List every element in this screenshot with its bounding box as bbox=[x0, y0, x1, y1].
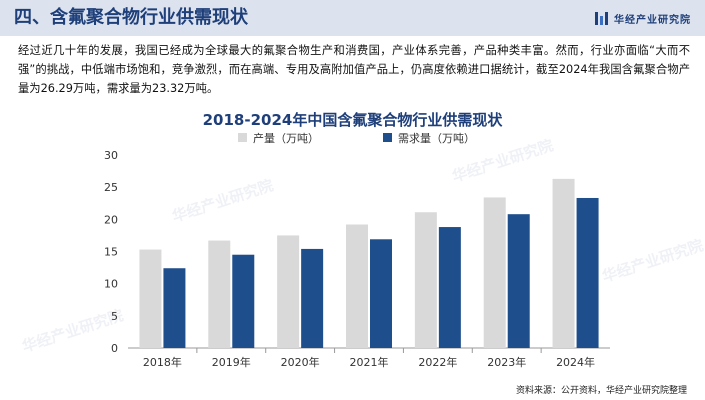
legend-swatch bbox=[238, 133, 247, 142]
bar-production bbox=[139, 249, 162, 348]
brand-logo: 华经产业研究院 bbox=[595, 9, 691, 27]
bar-demand bbox=[163, 268, 186, 348]
page-title: 四、含氟聚合物行业供需现状 bbox=[14, 7, 248, 28]
legend-label: 需求量（万吨） bbox=[398, 132, 475, 145]
x-tick-label: 2020年 bbox=[281, 355, 320, 369]
x-tick-label: 2022年 bbox=[418, 355, 457, 369]
y-tick-label: 25 bbox=[104, 181, 118, 194]
legend-swatch bbox=[383, 133, 392, 142]
bar-demand bbox=[507, 214, 530, 348]
bar-production bbox=[552, 178, 575, 348]
source-note: 资料来源：公开资料，华经产业研究院整理 bbox=[515, 386, 687, 396]
bar-demand bbox=[301, 248, 324, 348]
logo-icon bbox=[595, 11, 608, 25]
bar-production bbox=[483, 197, 506, 348]
legend-label: 产量（万吨） bbox=[253, 131, 319, 145]
y-tick-label: 15 bbox=[104, 246, 118, 259]
x-tick-label: 2018年 bbox=[143, 355, 182, 369]
bar-demand bbox=[232, 254, 255, 348]
bar-production bbox=[346, 224, 368, 348]
bar-production bbox=[277, 235, 300, 348]
x-tick-label: 2023年 bbox=[487, 355, 526, 369]
intro-paragraph: 经过近几十年的发展，我国已经成为全球最大的氟聚合物生产和消费国，产业体系完善，产… bbox=[18, 44, 690, 95]
y-tick-label: 30 bbox=[104, 149, 118, 162]
bar-demand bbox=[438, 227, 461, 348]
y-tick-label: 20 bbox=[104, 213, 118, 226]
x-tick-label: 2019年 bbox=[212, 355, 251, 369]
logo-text: 华经产业研究院 bbox=[614, 14, 691, 26]
x-tick-label: 2024年 bbox=[556, 355, 595, 369]
header-bar: 四、含氟聚合物行业供需现状 华经产业研究院 bbox=[0, 0, 705, 36]
bar-demand bbox=[576, 197, 599, 348]
y-tick-label: 10 bbox=[104, 278, 118, 291]
y-tick-label: 0 bbox=[111, 342, 118, 355]
y-tick-label: 5 bbox=[111, 310, 118, 323]
x-tick-label: 2021年 bbox=[350, 355, 389, 369]
bar-demand bbox=[370, 239, 392, 348]
bar-production bbox=[414, 212, 437, 348]
chart-title: 2018-2024年中国含氟聚合物行业供需现状 bbox=[202, 111, 503, 129]
bar-production bbox=[208, 240, 231, 348]
